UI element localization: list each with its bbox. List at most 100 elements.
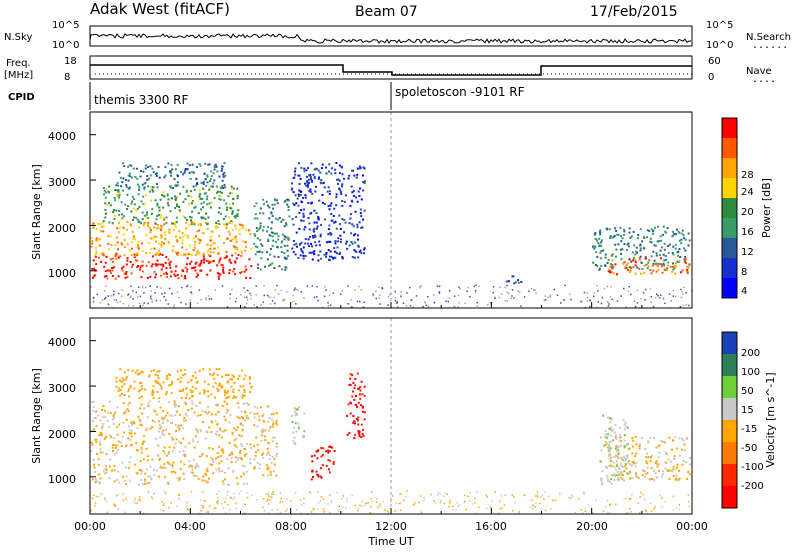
echo-cell bbox=[318, 176, 320, 179]
scatter-dot bbox=[607, 301, 609, 303]
echo-cell bbox=[171, 449, 174, 452]
echo-cell bbox=[235, 238, 238, 241]
echo-cell bbox=[121, 385, 124, 388]
echo-cell bbox=[135, 216, 138, 219]
scatter-dot bbox=[246, 302, 248, 305]
noise-trace bbox=[89, 33, 692, 44]
echo-cell bbox=[171, 249, 174, 252]
scatter-dot bbox=[292, 300, 294, 303]
echo-cell bbox=[209, 269, 212, 272]
echo-cell bbox=[287, 238, 290, 241]
echo-cell bbox=[236, 482, 239, 485]
echo-cell bbox=[648, 230, 651, 233]
echo-cell bbox=[95, 237, 98, 240]
echo-cell bbox=[354, 384, 357, 387]
echo-cell bbox=[325, 253, 328, 256]
echo-cell bbox=[140, 451, 143, 454]
echo-cell bbox=[298, 227, 301, 230]
echo-cell bbox=[140, 381, 143, 384]
scatter-dot bbox=[327, 305, 330, 307]
scatter-dot bbox=[644, 498, 646, 501]
echo-cell bbox=[625, 467, 628, 470]
echo-cell bbox=[276, 245, 279, 248]
echo-cell bbox=[336, 246, 339, 249]
echo-cell bbox=[192, 438, 195, 441]
scatter-dot bbox=[498, 296, 500, 299]
echo-cell bbox=[339, 238, 342, 241]
echo-cell bbox=[102, 422, 105, 425]
echo-cell bbox=[280, 241, 283, 244]
echo-cell bbox=[167, 420, 169, 423]
echo-cell bbox=[198, 242, 201, 245]
echo-cell bbox=[231, 431, 234, 434]
echo-cell bbox=[297, 425, 300, 428]
echo-cell bbox=[145, 252, 148, 254]
scatter-dot bbox=[164, 292, 166, 294]
echo-cell bbox=[224, 186, 227, 189]
echo-cell bbox=[170, 186, 173, 189]
echo-cell bbox=[141, 412, 144, 415]
echo-cell bbox=[191, 171, 194, 174]
echo-cell bbox=[629, 463, 632, 466]
echo-cell bbox=[183, 419, 185, 422]
echo-cell bbox=[192, 249, 195, 252]
echo-cell bbox=[109, 434, 112, 437]
echo-cell bbox=[256, 266, 259, 269]
echo-cell bbox=[222, 430, 225, 433]
scatter-dot bbox=[217, 500, 219, 502]
scatter-dot bbox=[584, 507, 587, 510]
echo-cell bbox=[214, 381, 217, 384]
echo-cell bbox=[312, 251, 315, 254]
echo-cell bbox=[116, 182, 119, 184]
scatter-dot bbox=[469, 492, 471, 494]
echo-cell bbox=[275, 423, 278, 426]
scatter-dot bbox=[329, 304, 332, 307]
echo-cell bbox=[114, 254, 117, 257]
echo-cell bbox=[679, 271, 682, 274]
scatter-dot bbox=[279, 492, 281, 494]
scatter-dot bbox=[498, 512, 500, 515]
echo-cell bbox=[236, 476, 239, 479]
echo-cell bbox=[654, 472, 657, 475]
echo-cell bbox=[95, 263, 98, 266]
echo-cell bbox=[628, 266, 631, 269]
echo-cell bbox=[161, 433, 164, 436]
echo-cell bbox=[219, 257, 222, 260]
echo-cell bbox=[223, 430, 226, 433]
echo-cell bbox=[309, 190, 312, 193]
echo-cell bbox=[145, 194, 147, 197]
echo-cell bbox=[155, 380, 158, 383]
echo-cell bbox=[130, 429, 133, 432]
echo-cell bbox=[272, 232, 275, 234]
echo-cell bbox=[330, 167, 333, 170]
echo-cell bbox=[112, 423, 115, 426]
scatter-dot bbox=[300, 291, 302, 293]
echo-cell bbox=[269, 234, 272, 237]
scatter-dot bbox=[244, 306, 246, 308]
echo-cell bbox=[230, 261, 233, 264]
echo-cell bbox=[172, 222, 175, 225]
echo-cell bbox=[683, 247, 685, 250]
echo-cell bbox=[275, 446, 278, 448]
echo-cell bbox=[248, 229, 251, 232]
echo-cell bbox=[357, 234, 359, 237]
echo-cell bbox=[108, 248, 110, 251]
echo-cell bbox=[339, 223, 342, 226]
noise-left-tick-top: 10^5 bbox=[52, 20, 79, 31]
echo-cell bbox=[606, 480, 609, 483]
scatter-dot bbox=[185, 285, 187, 288]
echo-cell bbox=[141, 387, 144, 390]
echo-cell bbox=[195, 404, 198, 407]
echo-cell bbox=[625, 249, 628, 252]
echo-cell bbox=[271, 235, 274, 238]
echo-cell bbox=[673, 267, 676, 269]
echo-cell bbox=[220, 186, 223, 189]
scatter-dot bbox=[231, 288, 233, 291]
vel-cbar-tick-neg200: -200 bbox=[741, 481, 764, 492]
echo-cell bbox=[175, 235, 178, 237]
scatter-dot bbox=[255, 294, 257, 296]
echo-cell bbox=[137, 373, 140, 376]
echo-cell bbox=[300, 248, 303, 251]
echo-cell bbox=[650, 228, 653, 231]
echo-cell bbox=[628, 258, 631, 261]
